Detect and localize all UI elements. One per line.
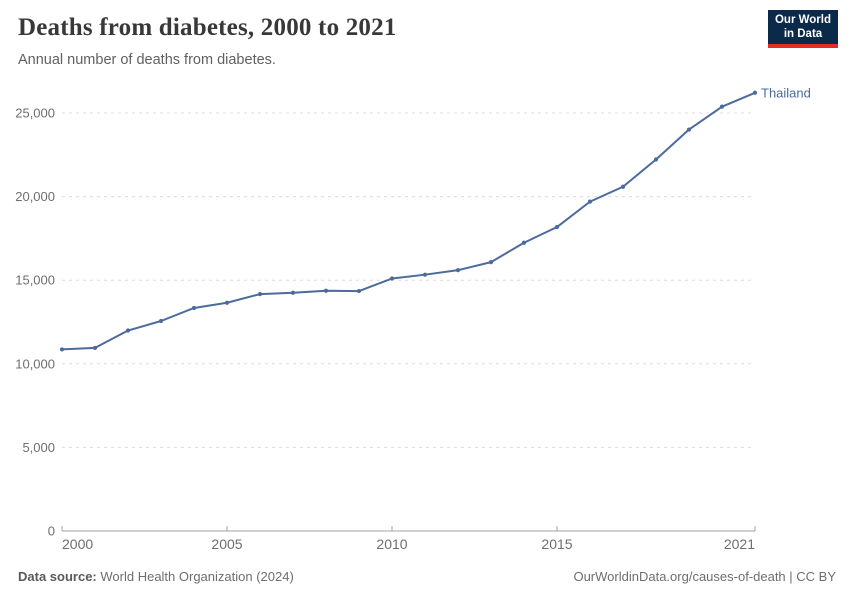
x-tick-label-2010: 2010 (376, 536, 407, 552)
data-point-2008 (323, 288, 329, 293)
y-tick-label-10000: 10,000 (15, 356, 55, 371)
data-point-2001 (92, 345, 98, 351)
data-point-2000 (59, 347, 65, 352)
owid-logo: Our World in Data (768, 10, 838, 44)
data-point-2005 (224, 300, 230, 305)
data-source-value: World Health Organization (2024) (100, 569, 294, 584)
x-tick-label-2021: 2021 (724, 536, 755, 552)
data-source-line: Data source: World Health Organization (… (18, 569, 294, 584)
chart-subtitle: Annual number of deaths from diabetes. (18, 52, 276, 68)
data-point-2016 (587, 199, 593, 204)
data-point-2011 (422, 272, 428, 277)
owid-logo-line1: Our World (774, 14, 831, 26)
data-point-2020 (719, 104, 725, 109)
data-point-2007 (290, 290, 296, 295)
owid-logo-red-bar (768, 44, 838, 48)
data-point-2019 (686, 127, 692, 132)
data-point-2013 (488, 260, 494, 265)
x-tick-label-2005: 2005 (211, 536, 242, 552)
data-point-2021 (752, 90, 758, 95)
y-tick-label-25000: 25,000 (15, 106, 55, 121)
x-tick-label-2000: 2000 (62, 536, 93, 552)
chart-footer: Data source: World Health Organization (… (18, 569, 836, 584)
y-tick-label-0: 0 (48, 524, 55, 539)
data-source-label: Data source: (18, 569, 97, 584)
data-point-2017 (620, 184, 626, 189)
data-point-2012 (455, 268, 461, 273)
series-line-thailand (61, 91, 756, 351)
y-tick-label-20000: 20,000 (15, 189, 55, 204)
data-point-2009 (356, 288, 362, 294)
data-point-2014 (521, 240, 527, 245)
y-tick-label-15000: 15,000 (15, 273, 55, 288)
y-tick-label-5000: 5,000 (22, 440, 55, 455)
data-point-2018 (653, 157, 659, 162)
series-end-label-thailand: Thailand (761, 85, 811, 100)
data-point-2003 (158, 318, 164, 324)
credit-link[interactable]: OurWorldinData.org/causes-of-death | CC … (573, 569, 836, 584)
owid-logo-line2: in Data (783, 28, 823, 40)
data-point-2015 (554, 224, 560, 230)
data-point-2010 (389, 276, 395, 281)
data-point-2002 (125, 328, 131, 333)
data-point-2006 (257, 291, 263, 297)
x-tick-label-2015: 2015 (541, 536, 572, 552)
data-point-2004 (191, 305, 197, 311)
chart-title: Deaths from diabetes, 2000 to 2021 (18, 14, 397, 41)
